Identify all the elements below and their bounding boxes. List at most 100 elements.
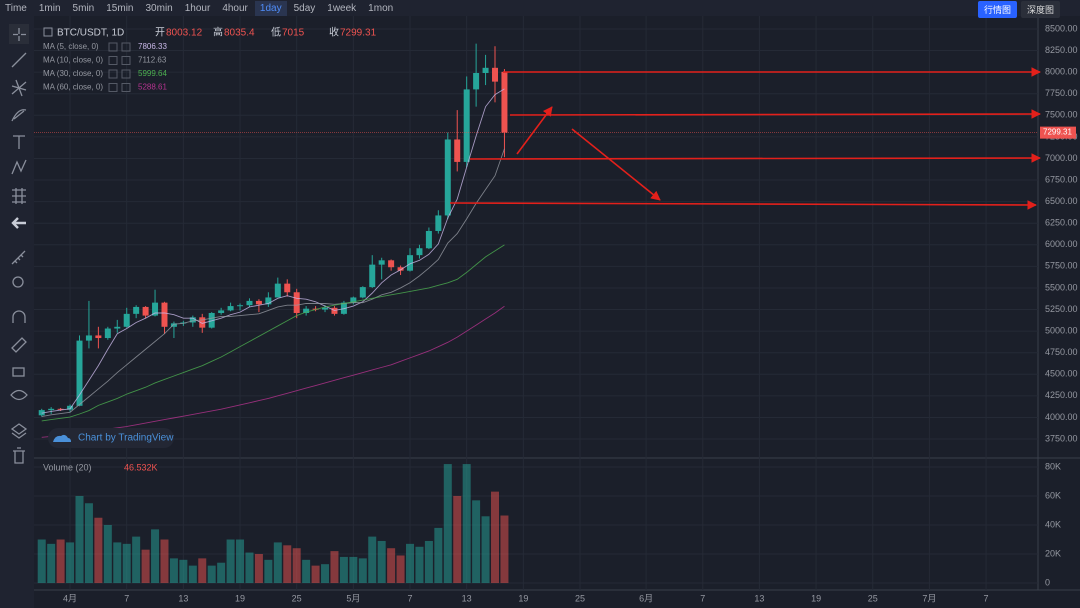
ma-legend-value: 7112.63 (138, 56, 167, 65)
last-price-label: 7299.31 (1043, 128, 1072, 137)
volume-bar (264, 559, 273, 584)
view-switch: 行情图 深度图 (974, 1, 1060, 18)
candle-body (454, 139, 461, 162)
volume-bar (66, 542, 75, 584)
x-tick-label: 25 (868, 593, 878, 603)
x-tick-label: 25 (575, 593, 585, 603)
ma-legend-value: 7806.33 (138, 42, 167, 51)
interval-button[interactable]: Time (5, 2, 27, 14)
tool-magnet[interactable] (12, 310, 26, 323)
ma-legend-name: MA (10, close, 0) (43, 56, 103, 65)
volume-bar (321, 564, 330, 584)
candle-body (227, 306, 234, 311)
y-tick-label: 3750.00 (1045, 433, 1078, 443)
tool-zoom[interactable] (12, 276, 24, 288)
volume-bar (283, 545, 292, 584)
candle-body (85, 335, 92, 341)
ohlc-value: 8035.4 (224, 28, 255, 39)
drawn-arrow[interactable] (449, 200, 1037, 210)
x-tick-label: 7月 (922, 593, 936, 603)
volume-bar (434, 527, 443, 584)
x-tick-label: 7 (700, 593, 705, 603)
volume-bar (330, 551, 339, 584)
x-tick-label: 7 (408, 593, 413, 603)
y-tick-label: 6750.00 (1045, 174, 1078, 184)
collapse-icon[interactable] (43, 27, 53, 37)
candle-body (104, 328, 111, 339)
ohlc-value: 7299.31 (340, 28, 377, 39)
ma-legend-name: MA (60, close, 0) (43, 83, 103, 92)
candle-body (388, 260, 395, 268)
ohlc-label: 开 (155, 28, 165, 39)
interval-button[interactable]: 30min (145, 2, 173, 14)
tool-text[interactable] (13, 135, 25, 149)
volume-bar (424, 540, 433, 584)
ma-legend-value: 5999.64 (138, 69, 167, 78)
candle-body (444, 139, 451, 216)
tool-back[interactable] (11, 217, 26, 229)
ma-legend-name: MA (5, close, 0) (43, 42, 99, 51)
candle-body (57, 408, 64, 410)
volume-bar (47, 543, 56, 584)
volume-bar (217, 562, 226, 584)
tool-pattern[interactable] (11, 159, 27, 175)
volume-bar (75, 495, 84, 584)
y-tick-label: 6500.00 (1045, 196, 1078, 206)
tool-brush[interactable] (11, 109, 27, 122)
drawn-arrow[interactable] (469, 153, 1041, 163)
tool-layers[interactable] (10, 423, 28, 439)
y-tick-label: 7750.00 (1045, 88, 1078, 98)
labels: 3750.00 4000.00 4250.00 4500.00 4750.00 5000.… (43, 23, 1078, 603)
volume-bar (254, 554, 263, 584)
candle-body (407, 255, 414, 271)
volume-bar (462, 464, 471, 584)
view-button[interactable]: 行情图 (977, 1, 1017, 18)
y-tick-label: 4750.00 (1045, 347, 1078, 357)
interval-button[interactable]: 1hour (184, 2, 211, 14)
volume-bar (339, 556, 348, 584)
interval-button[interactable]: 1min (38, 2, 61, 14)
candle-body (95, 335, 102, 339)
watermark: Chart by TradingView (48, 428, 174, 448)
candle-body (246, 300, 253, 306)
drawn-arrow[interactable] (509, 109, 1041, 119)
ma-line (41, 244, 505, 422)
drawn-arrow[interactable] (516, 106, 553, 155)
legend-icon (108, 42, 118, 52)
tool-pencil[interactable] (11, 337, 27, 353)
interval-button[interactable]: 5day (293, 2, 316, 14)
volume-bar (472, 500, 481, 584)
interval-button[interactable]: 1week (327, 2, 357, 14)
tool-fib[interactable] (11, 79, 27, 97)
interval-button[interactable]: 1mon (368, 2, 394, 14)
volume-bar (406, 543, 415, 584)
tool-eye[interactable] (10, 389, 28, 401)
volume-bar (387, 548, 396, 584)
candle-body (265, 297, 272, 305)
candle-body (142, 306, 149, 316)
volume-bar (226, 539, 235, 584)
tool-line[interactable] (11, 52, 27, 68)
interval-button[interactable]: 5min (72, 2, 95, 14)
view-button[interactable]: 深度图 (1020, 1, 1060, 18)
tool-ruler[interactable] (11, 250, 26, 265)
y-tick-label: 5000.00 (1045, 325, 1078, 335)
candle-body (482, 67, 489, 73)
volume-bar (179, 559, 188, 584)
candle-body (303, 308, 310, 313)
interval-button[interactable]: 15min (106, 2, 134, 14)
volume-bar (358, 558, 367, 584)
tool-lock[interactable] (12, 367, 25, 377)
tool-trash[interactable] (13, 447, 25, 464)
interval-button[interactable]: 4hour (222, 2, 248, 14)
x-tick-label: 19 (518, 593, 528, 603)
interval-button[interactable]: 1day (254, 0, 287, 16)
tool-forecast[interactable] (12, 188, 26, 204)
ma-line (41, 305, 505, 438)
volume-title: Volume (20) (43, 462, 92, 472)
drawn-arrow[interactable] (571, 128, 661, 201)
chart-title: BTC/USDT, 1D (57, 28, 124, 39)
candle-body (322, 307, 329, 310)
volume-bar (198, 558, 207, 584)
